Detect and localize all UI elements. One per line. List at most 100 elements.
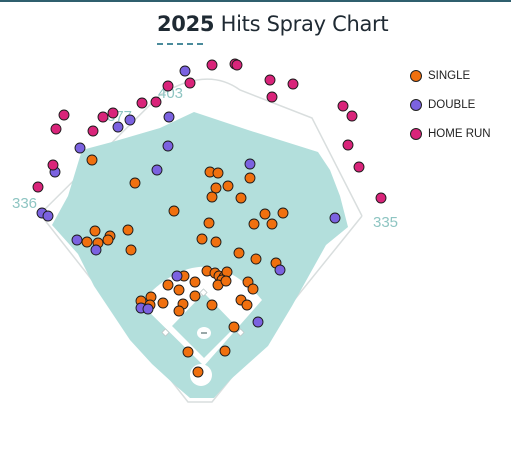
home-run-hit-point [184, 77, 196, 89]
single-hit-point [266, 218, 278, 230]
double-hit-point [90, 244, 102, 256]
single-hit-point [102, 234, 114, 246]
home-run-marker-icon [410, 127, 422, 140]
double-hit-point [42, 210, 54, 222]
double-hit-point [244, 158, 256, 170]
double-marker-icon [410, 98, 422, 111]
single-hit-point [219, 345, 231, 357]
first-base [236, 328, 245, 337]
home-run-hit-point [346, 110, 358, 122]
single-hit-point [206, 191, 218, 203]
legend-label-double: DOUBLE [428, 98, 476, 111]
home-run-hit-point [47, 159, 59, 171]
single-hit-point [173, 284, 185, 296]
double-hit-point [171, 270, 183, 282]
home-run-hit-point [32, 181, 44, 193]
home-run-hit-point [150, 96, 162, 108]
title-text: Hits Spray Chart [220, 12, 389, 36]
single-hit-point [250, 253, 262, 265]
single-hit-point [235, 192, 247, 204]
home-run-hit-point [58, 109, 70, 121]
single-hit-point [210, 182, 222, 194]
home-run-hit-point [375, 192, 387, 204]
legend: SINGLE DOUBLE HOME RUN [410, 61, 491, 148]
single-hit-point [89, 225, 101, 237]
infield-grass [172, 293, 236, 358]
single-hit-point [247, 283, 259, 295]
home-run-hit-point [97, 111, 109, 123]
single-hit-point [168, 205, 180, 217]
outfield-wall [39, 78, 363, 217]
single-hit-point [81, 236, 93, 248]
home-run-hit-point [231, 59, 243, 71]
home-run-hit-point [107, 107, 119, 119]
single-hit-point [125, 244, 137, 256]
home-run-hit-point [342, 139, 354, 151]
home-run-hit-point [264, 74, 276, 86]
home-run-hit-point [337, 100, 349, 112]
single-hit-point [241, 299, 253, 311]
second-base [199, 288, 208, 297]
legend-item-home-run[interactable]: HOME RUN [410, 119, 491, 148]
single-hit-point [162, 279, 174, 291]
single-hit-point [228, 321, 240, 333]
home-run-hit-point [50, 123, 62, 135]
double-hit-point [274, 264, 286, 276]
double-hit-point [179, 65, 191, 77]
single-hit-point [259, 208, 271, 220]
single-hit-point [182, 346, 194, 358]
legend-label-home-run: HOME RUN [428, 127, 491, 140]
double-hit-point [142, 303, 154, 315]
pitching-rubber [201, 332, 207, 334]
double-hit-point [74, 142, 86, 154]
home-run-hit-point [136, 97, 148, 109]
single-hit-point [222, 180, 234, 192]
double-hit-point [162, 140, 174, 152]
double-hit-point [329, 212, 341, 224]
single-hit-point [206, 299, 218, 311]
single-hit-point [248, 218, 260, 230]
single-hit-point [244, 172, 256, 184]
single-hit-point [192, 366, 204, 378]
home-run-hit-point [266, 91, 278, 103]
legend-item-double[interactable]: DOUBLE [410, 90, 491, 119]
double-hit-point [71, 234, 83, 246]
double-hit-point [151, 164, 163, 176]
single-hit-point [220, 275, 232, 287]
top-rule [0, 0, 511, 2]
chart-title: 2025 Hits Spray Chart [157, 12, 389, 36]
home-run-hit-point [162, 80, 174, 92]
legend-item-single[interactable]: SINGLE [410, 61, 491, 90]
third-base [161, 328, 170, 337]
title-year: 2025 [157, 12, 215, 36]
single-hit-point [173, 305, 185, 317]
double-hit-point [112, 121, 124, 133]
single-marker-icon [410, 69, 422, 82]
distance-left: 336 [12, 195, 37, 212]
playing-surface [52, 112, 348, 398]
single-hit-point [129, 177, 141, 189]
single-hit-point [86, 154, 98, 166]
single-hit-point [157, 297, 169, 309]
hits-layer [32, 58, 387, 378]
single-hit-point [122, 224, 134, 236]
distance-right: 335 [373, 214, 398, 231]
single-hit-point [212, 167, 224, 179]
single-hit-point [189, 276, 201, 288]
single-hit-point [203, 217, 215, 229]
double-hit-point [163, 111, 175, 123]
single-hit-point [210, 236, 222, 248]
single-hit-point [233, 247, 245, 259]
title-underline [157, 43, 203, 45]
home-run-hit-point [353, 161, 365, 173]
single-hit-point [277, 207, 289, 219]
home-run-hit-point [287, 78, 299, 90]
home-run-hit-point [206, 59, 218, 71]
home-run-hit-point [87, 125, 99, 137]
double-hit-point [124, 114, 136, 126]
legend-label-single: SINGLE [428, 69, 471, 82]
single-hit-point [189, 290, 201, 302]
double-hit-point [252, 316, 264, 328]
single-hit-point [196, 233, 208, 245]
